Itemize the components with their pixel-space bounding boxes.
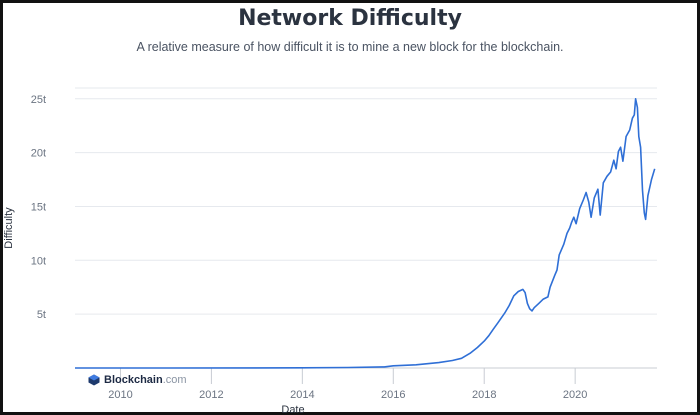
chart-title: Network Difficulty xyxy=(238,6,462,31)
x-axis-label: Date xyxy=(281,404,304,415)
y-tick-label: 15t xyxy=(31,201,46,213)
x-tick-label: 2014 xyxy=(290,389,314,401)
x-tick-label: 2016 xyxy=(381,389,405,401)
x-tick-label: 2018 xyxy=(472,389,496,401)
difficulty-line xyxy=(75,98,656,369)
brand-logo: Blockchain.com xyxy=(88,374,187,386)
x-tick-label: 2010 xyxy=(108,389,132,401)
x-tick-label: 2020 xyxy=(563,389,587,401)
y-axis-label: Difficulty xyxy=(3,207,15,249)
brand-name: Blockchain xyxy=(104,374,163,386)
y-tick-label: 25t xyxy=(31,94,46,106)
x-tick-label: 2012 xyxy=(199,389,223,401)
blockchain-logo-icon xyxy=(88,374,100,386)
y-tick-label: 20t xyxy=(31,148,46,160)
brand-domain: .com xyxy=(162,374,187,386)
x-axis-ticks: 2010 2012 2014 2016 2018 2020 xyxy=(108,368,587,401)
y-tick-label: 10t xyxy=(31,255,46,267)
y-axis-ticks: 5t 10t 15t 20t 25t xyxy=(31,94,46,321)
y-tick-label: 5t xyxy=(37,309,46,321)
chart-subtitle: A relative measure of how difficult it i… xyxy=(136,40,564,54)
gridlines xyxy=(75,87,657,369)
